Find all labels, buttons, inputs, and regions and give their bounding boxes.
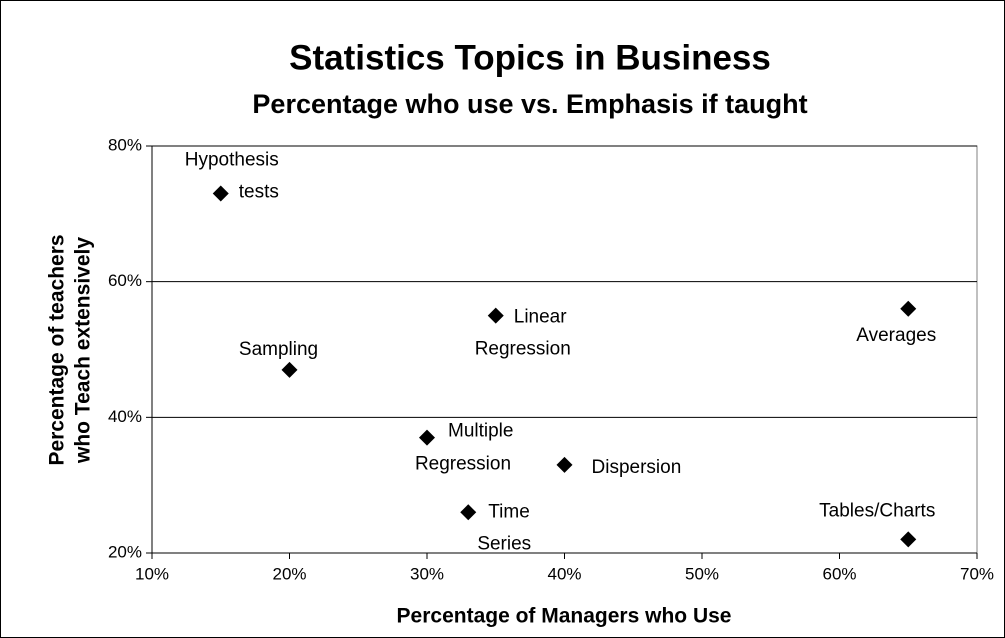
x-tick-label: 20%	[272, 564, 306, 583]
point-label: Tables/Charts	[819, 500, 935, 521]
y-axis-label: who Teach extensively	[72, 237, 95, 464]
point	[460, 504, 477, 521]
point	[487, 307, 504, 324]
x-tick-label: 60%	[822, 564, 856, 583]
point-label: Multiple	[448, 421, 513, 442]
point-label: Series	[477, 533, 531, 554]
y-axis-label: Percentage of teachers	[46, 234, 69, 465]
plot-area	[151, 145, 978, 554]
point-label: Regression	[415, 454, 511, 475]
point	[900, 531, 917, 548]
x-axis-label: Percentage of Managers who Use	[397, 605, 732, 628]
point-label: Averages	[856, 325, 936, 346]
point-label: Regression	[475, 339, 571, 360]
y-tick-label: 80%	[108, 135, 142, 154]
point-label: Time	[488, 501, 530, 522]
point-label: Linear	[514, 307, 567, 328]
x-tick-label: 30%	[410, 564, 444, 583]
point	[556, 456, 573, 473]
chart-title: Statistics Topics in Business	[289, 38, 771, 77]
point-label: Dispersion	[592, 457, 682, 478]
y-tick-label: 40%	[108, 407, 142, 426]
point	[212, 185, 229, 202]
point	[419, 429, 435, 446]
point-label: Sampling	[239, 339, 318, 360]
point-label: tests	[239, 181, 279, 202]
x-tick-label: 40%	[547, 564, 581, 583]
chart-subtitle: Percentage who use vs. Emphasis if taugh…	[252, 89, 807, 119]
point	[900, 300, 917, 317]
point-label: Hypothesis	[185, 149, 279, 170]
x-tick-label: 50%	[685, 564, 719, 583]
y-tick-label: 60%	[108, 271, 142, 290]
x-tick-label: 70%	[960, 564, 994, 583]
x-tick-label: 10%	[135, 564, 169, 583]
point	[281, 361, 298, 378]
y-tick-label: 20%	[108, 542, 142, 561]
